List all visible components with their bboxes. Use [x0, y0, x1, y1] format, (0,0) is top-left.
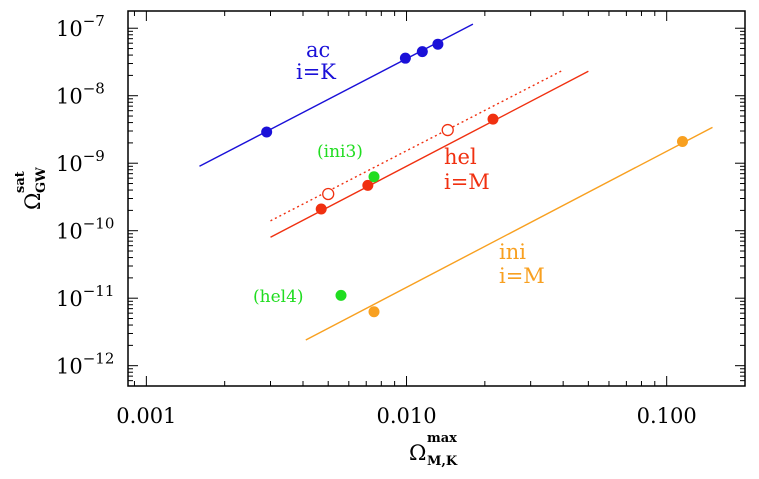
- x-axis-title: Ω: [409, 441, 426, 465]
- fit-line-hel_open: [270, 69, 564, 222]
- data-point-hel: [487, 113, 499, 125]
- y-tick-label-exp: −11: [83, 282, 115, 300]
- data-point-ac: [261, 126, 273, 138]
- x-tick-label: 0.001: [116, 404, 176, 428]
- y-tick-label-exp: −12: [83, 350, 115, 368]
- y-axis-title-main: Ω: [21, 193, 45, 210]
- y-axis-title-sup: sat: [13, 171, 28, 193]
- fit-line-ini: [305, 126, 713, 341]
- annotation-ini-name: ini: [499, 240, 526, 264]
- annotation-hel-case: i=M: [444, 170, 490, 194]
- data-point-ac: [416, 46, 428, 58]
- y-tick-label-base: 10: [56, 220, 83, 244]
- annotation-hel4: (hel4): [253, 287, 304, 307]
- data-point-green: [368, 171, 380, 183]
- x-axis-title-sub: M,K: [427, 454, 458, 469]
- data-point-hel_open: [441, 123, 454, 137]
- y-tick-label: 10−8: [56, 80, 105, 109]
- y-tick-label-exp: −9: [83, 147, 105, 165]
- y-tick-label-base: 10: [56, 152, 83, 176]
- markers: [261, 38, 688, 318]
- data-point-hel_open: [322, 187, 335, 201]
- y-tick-label: 10−7: [56, 12, 105, 41]
- y-tick-label: 10−11: [56, 282, 114, 311]
- data-point-hel: [362, 179, 374, 191]
- x-tick-label: 0.100: [637, 404, 697, 428]
- fit-line-ac: [199, 23, 474, 167]
- annotation-hel-name: hel: [444, 145, 477, 169]
- data-point-ac: [399, 52, 411, 64]
- annotation-ini3: (ini3): [317, 142, 363, 162]
- annotation-ac-name: ac: [306, 38, 330, 62]
- annotation-ini-case: i=M: [499, 264, 545, 288]
- y-tick-label-base: 10: [56, 85, 83, 109]
- data-point-hel: [315, 203, 327, 215]
- y-tick-label-base: 10: [56, 287, 83, 311]
- tick-labels: 0.001 0.010 0.10010−1210−1110−1010−910−810…: [56, 12, 697, 428]
- data-point-green: [335, 289, 347, 301]
- ticks: [128, 11, 746, 387]
- y-tick-label-base: 10: [56, 17, 83, 41]
- data-point-ac: [432, 38, 444, 50]
- y-tick-label: 10−10: [56, 215, 114, 244]
- y-tick-label-exp: −7: [83, 12, 105, 30]
- y-tick-label-exp: −10: [83, 215, 115, 233]
- y-axis-title: Ω: [21, 193, 45, 210]
- y-tick-label-base: 10: [56, 355, 83, 379]
- data-point-ini: [368, 306, 380, 318]
- y-tick-label: 10−12: [56, 350, 114, 379]
- data-point-ini: [676, 135, 688, 147]
- y-axis-title-sub: GW: [34, 167, 49, 193]
- annotation-ac-case: i=K: [296, 60, 336, 84]
- x-tick-label: 0.010: [376, 404, 436, 428]
- x-axis-title-sup: max: [427, 431, 457, 446]
- plot-frame: [127, 10, 746, 387]
- x-axis-title-main: Ω: [409, 441, 426, 465]
- y-tick-label: 10−9: [56, 147, 105, 176]
- y-tick-label-exp: −8: [83, 80, 105, 98]
